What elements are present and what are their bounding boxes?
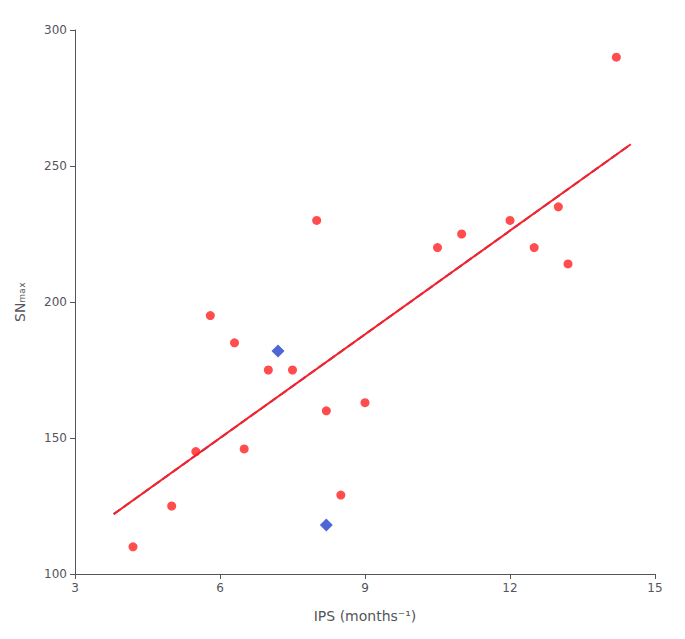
svg-text:3: 3 — [71, 581, 79, 595]
svg-text:250: 250 — [44, 159, 67, 173]
svg-text:SNₘₐₓ: SNₘₐₓ — [12, 282, 28, 322]
svg-text:IPS (months⁻¹): IPS (months⁻¹) — [314, 608, 417, 624]
svg-text:200: 200 — [44, 295, 67, 309]
svg-text:100: 100 — [44, 567, 67, 581]
svg-text:150: 150 — [44, 431, 67, 445]
svg-text:300: 300 — [44, 23, 67, 37]
svg-text:9: 9 — [361, 581, 369, 595]
svg-text:12: 12 — [502, 581, 517, 595]
svg-text:6: 6 — [216, 581, 224, 595]
svg-text:15: 15 — [647, 581, 662, 595]
